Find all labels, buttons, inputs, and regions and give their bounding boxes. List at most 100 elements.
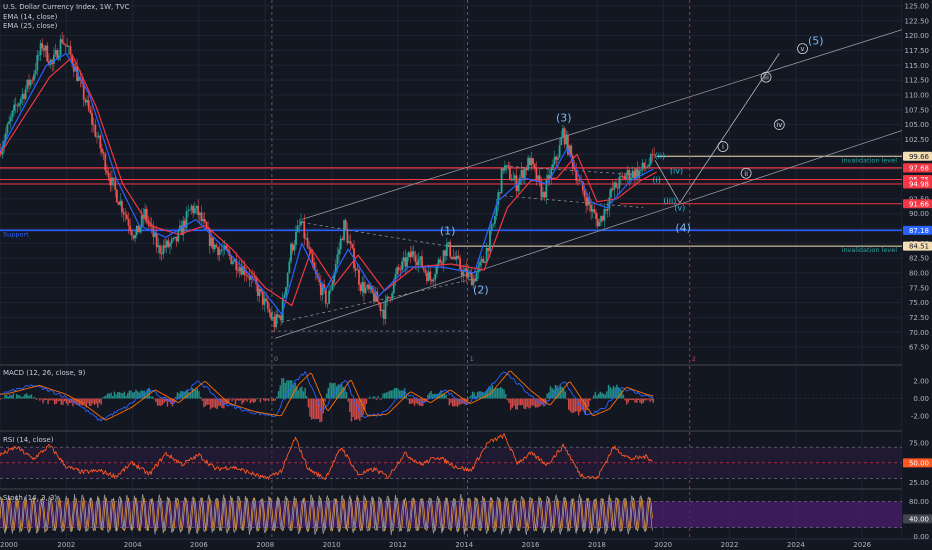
- time-tick-label: 2012: [389, 541, 407, 549]
- macd-histogram-bar: [161, 398, 164, 405]
- candle-body: [38, 55, 40, 56]
- macd-histogram-bar: [83, 398, 86, 404]
- macd-histogram-bar: [604, 394, 606, 399]
- price-tick-label: 67.50: [909, 344, 929, 352]
- price-axis[interactable]: 125.00 122.50 120.00 117.50 115.00 112.50 110.…: [902, 0, 932, 541]
- time-axis[interactable]: 2000 2002 2004 2006 2008 2010 2012 2014 2016 2018…: [0, 541, 872, 549]
- dashed-trendline: [504, 195, 644, 209]
- price-level-tag-label: 99.66: [909, 153, 930, 161]
- macd-histogram-bar: [306, 396, 308, 399]
- circled-wave-marker: [773, 119, 785, 130]
- macd-histogram-bar: [7, 396, 9, 399]
- macd-histogram-bar: [548, 392, 550, 399]
- candle-body: [215, 244, 218, 248]
- macd-histogram-bar: [382, 393, 384, 399]
- macd-histogram-bar: [248, 398, 250, 400]
- candle-body: [9, 117, 12, 122]
- candle-body: [641, 162, 644, 170]
- macd-histogram-bar: [428, 392, 431, 399]
- macd-histogram-bar: [538, 398, 540, 407]
- macd-histogram-bar: [311, 398, 313, 420]
- price-level-tag-label: 84.51: [909, 243, 929, 251]
- candle-body: [540, 181, 543, 198]
- macd-histogram-bar: [118, 392, 121, 399]
- macd-histogram-bar: [128, 390, 131, 399]
- candle-body: [384, 300, 387, 319]
- candle-body: [137, 225, 140, 233]
- candle-body: [550, 168, 553, 180]
- time-tick-label: 2004: [124, 541, 142, 549]
- macd-histogram-bar: [544, 398, 547, 404]
- candle-body: [71, 54, 74, 64]
- candle-body: [119, 200, 122, 205]
- time-tick-label: 2002: [57, 541, 75, 549]
- candle-body: [29, 79, 32, 86]
- candle-body: [261, 291, 264, 305]
- macd-histogram-bar: [398, 390, 401, 399]
- candle-body: [422, 267, 425, 270]
- candle-body: [157, 245, 160, 248]
- price-tick-label: 115.00: [905, 62, 930, 70]
- chart-legend: U.S. Dollar Currency Index, 1W, TVC EMA …: [3, 3, 129, 32]
- circled-wave-label: iv: [776, 121, 782, 129]
- candle-body: [636, 168, 639, 178]
- candle-body: [115, 189, 118, 203]
- candle-body: [576, 180, 579, 182]
- candle-body: [494, 215, 496, 224]
- macd-histogram-bar: [133, 392, 136, 399]
- candle-body: [343, 220, 345, 241]
- macd-histogram-bar: [528, 398, 530, 409]
- candle-body: [124, 213, 127, 215]
- macd-histogram-bar: [267, 398, 270, 402]
- candle-body: [89, 109, 92, 113]
- macd-histogram-bar: [564, 391, 567, 399]
- symbol-title[interactable]: U.S. Dollar Currency Index, 1W, TVC: [3, 3, 130, 11]
- macd-histogram-bar: [644, 398, 646, 401]
- price-tick-label: 80.00: [909, 269, 929, 277]
- candle-body: [500, 168, 503, 194]
- candle-body: [568, 145, 571, 155]
- macd-histogram-bar: [151, 396, 154, 399]
- candle-body: [369, 286, 372, 290]
- candle-body: [570, 145, 573, 156]
- macd-histogram-bar: [526, 398, 528, 407]
- macd-histogram-bar: [208, 398, 210, 405]
- macd-histogram-bar: [330, 383, 333, 399]
- candle-body: [122, 211, 125, 214]
- candle-body: [552, 164, 554, 169]
- macd-histogram-bar: [112, 396, 114, 399]
- macd-histogram-bar: [337, 384, 339, 399]
- candle-body: [291, 243, 294, 251]
- ema14-legend[interactable]: EMA (14, close): [3, 12, 58, 21]
- macd-histogram-bar: [442, 393, 444, 399]
- macd-histogram-bar: [566, 398, 568, 400]
- candle-body: [21, 94, 24, 100]
- macd-histogram-bar: [486, 389, 489, 399]
- macd-histogram-bar: [498, 388, 500, 399]
- macd-histogram-bar: [49, 398, 51, 401]
- rsi-title[interactable]: RSI (14, close): [3, 436, 54, 444]
- candle-body: [140, 214, 143, 227]
- macd-histogram-bar: [359, 398, 361, 421]
- macd-histogram-bar: [135, 389, 137, 399]
- macd-histogram-bar: [471, 391, 474, 399]
- ema25-line: [0, 55, 657, 307]
- candle-body: [450, 256, 453, 259]
- macd-histogram-bar: [0, 398, 1, 400]
- candle-body: [490, 224, 493, 231]
- ema25-legend[interactable]: EMA (25, close): [3, 22, 58, 30]
- candle-body: [16, 105, 19, 107]
- price-tick-label: 125.00: [905, 2, 930, 10]
- stoch-title[interactable]: Stoch (14, 3, 3): [3, 494, 58, 502]
- candle-body: [610, 188, 612, 198]
- macd-title[interactable]: MACD (12, 26, close, 9): [3, 369, 86, 377]
- macd-histogram-bar: [15, 394, 18, 399]
- candle-body: [455, 255, 458, 260]
- macd-histogram-bar: [309, 398, 311, 417]
- macd-histogram-bar: [203, 398, 205, 408]
- macd-histogram-bar: [388, 390, 391, 399]
- candle-body: [557, 157, 559, 160]
- candle-body: [117, 202, 120, 205]
- macd-histogram-bar: [408, 398, 411, 405]
